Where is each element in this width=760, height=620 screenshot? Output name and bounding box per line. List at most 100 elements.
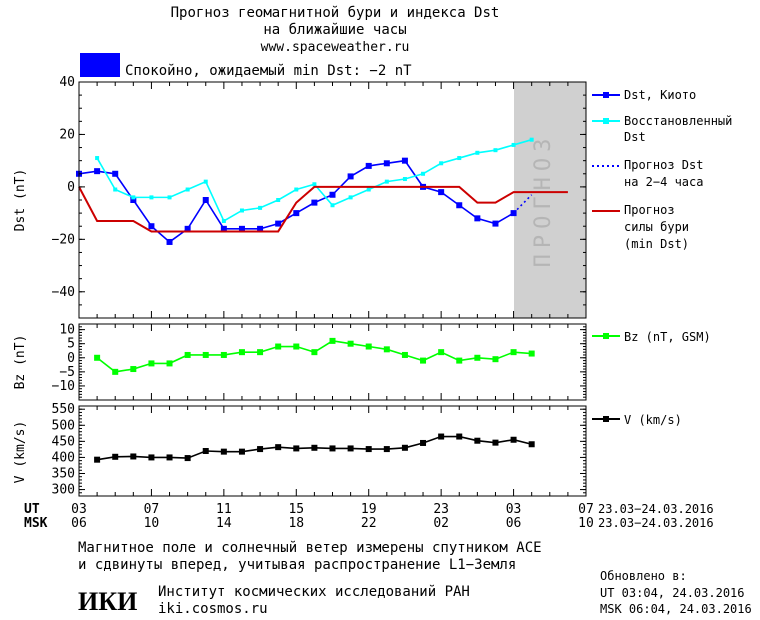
data-point <box>348 195 353 200</box>
data-point <box>420 439 427 446</box>
data-point <box>330 203 335 208</box>
msk-tick-label: 06 <box>506 516 522 531</box>
updated-label: Обновлено в: <box>600 569 687 583</box>
data-point <box>239 208 244 213</box>
ut-label: UT <box>24 502 40 517</box>
legend-dst-kyoto-marker <box>603 92 609 98</box>
data-point <box>439 161 444 166</box>
msk-tick-label: 02 <box>433 516 449 531</box>
data-point <box>401 157 408 164</box>
data-point <box>528 350 535 357</box>
data-point <box>384 179 389 184</box>
series-line <box>96 138 532 223</box>
legend-restored-marker <box>603 118 609 124</box>
y-tick-label: 40 <box>59 75 75 90</box>
data-point <box>474 354 481 361</box>
data-point <box>148 454 155 461</box>
data-point <box>402 177 407 182</box>
y-tick-label: 0 <box>67 351 75 366</box>
data-point <box>421 171 426 176</box>
data-point <box>184 351 191 358</box>
dst-ylabel: Dst (nT) <box>13 169 28 232</box>
data-point <box>438 189 445 196</box>
data-point <box>401 444 408 451</box>
dst-frame <box>78 81 587 319</box>
dst-panel: ПРОГНОЗ 40 20 0 −20 −40 Dst (nT) <box>13 75 587 319</box>
data-point <box>166 360 173 367</box>
legend-v: V (km/s) <box>624 413 682 427</box>
data-point <box>275 343 282 350</box>
data-point <box>166 238 173 245</box>
data-point <box>258 205 263 210</box>
data-point <box>130 366 137 373</box>
data-point <box>167 195 172 200</box>
msk-label: MSK <box>24 516 48 531</box>
msk-tick-label: 14 <box>216 516 232 531</box>
iki-logo: ИКИ <box>78 587 137 616</box>
legend-storm-1: Прогноз <box>624 203 675 217</box>
y-tick-label: 5 <box>67 337 75 352</box>
data-point <box>94 168 101 175</box>
legend-storm-3: (min Dst) <box>624 237 689 251</box>
data-point <box>112 368 119 375</box>
data-point <box>456 433 463 440</box>
data-point <box>510 436 517 443</box>
series-line <box>513 194 533 214</box>
data-point <box>112 170 119 177</box>
updated-msk: MSK 06:04, 24.03.2016 <box>600 602 752 616</box>
data-point <box>293 210 300 217</box>
data-point <box>257 225 264 232</box>
data-point <box>203 179 208 184</box>
data-point <box>528 441 535 448</box>
y-tick-label: 20 <box>59 127 75 142</box>
data-point <box>148 223 155 230</box>
y-tick-label: −10 <box>52 379 75 394</box>
ut-tick-label: 11 <box>216 502 232 517</box>
data-point <box>474 215 481 222</box>
ut-tick-label: 19 <box>361 502 377 517</box>
msk-tick-label: 10 <box>144 516 160 531</box>
y-tick-label: 300 <box>52 483 75 498</box>
footer-note-2: и сдвинуты вперед, учитывая распростране… <box>78 557 516 573</box>
series-line <box>96 340 532 373</box>
data-point <box>149 195 154 200</box>
data-point <box>493 148 498 153</box>
data-point <box>366 187 371 192</box>
data-point <box>293 343 300 350</box>
msk-tick-label: 06 <box>71 516 87 531</box>
data-point <box>365 162 372 169</box>
data-point <box>238 448 245 455</box>
institute-name: Институт космических исследований РАН <box>158 584 470 600</box>
status-swatch <box>80 53 120 77</box>
page-title: Прогноз геомагнитной бури и индекса Dst <box>171 5 500 21</box>
ut-tick-label: 07 <box>578 502 594 517</box>
y-tick-label: 400 <box>52 450 75 465</box>
data-point <box>275 220 282 227</box>
data-point <box>365 446 372 453</box>
data-point <box>475 150 480 155</box>
data-point <box>293 445 300 452</box>
ut-tick-label: 23 <box>433 502 449 517</box>
data-point <box>329 337 336 344</box>
y-tick-label: 500 <box>52 418 75 433</box>
y-tick-label: 350 <box>52 467 75 482</box>
data-point <box>510 349 517 356</box>
legend-forecast-1: Прогноз Dst <box>624 158 703 172</box>
data-point <box>329 445 336 452</box>
y-tick-label: 450 <box>52 434 75 449</box>
data-point <box>383 446 390 453</box>
ut-tick-label: 03 <box>71 502 87 517</box>
data-point <box>474 437 481 444</box>
data-point <box>202 197 209 203</box>
data-point <box>202 351 209 358</box>
y-tick-label: 550 <box>52 402 75 417</box>
data-point <box>130 453 137 460</box>
forecast-zone <box>514 82 586 318</box>
ut-tick-label: 03 <box>506 502 522 517</box>
data-point <box>294 187 299 192</box>
data-point <box>529 137 534 142</box>
data-point <box>202 448 209 454</box>
legend-v-marker <box>603 416 609 422</box>
msk-tick-label: 10 <box>578 516 594 531</box>
